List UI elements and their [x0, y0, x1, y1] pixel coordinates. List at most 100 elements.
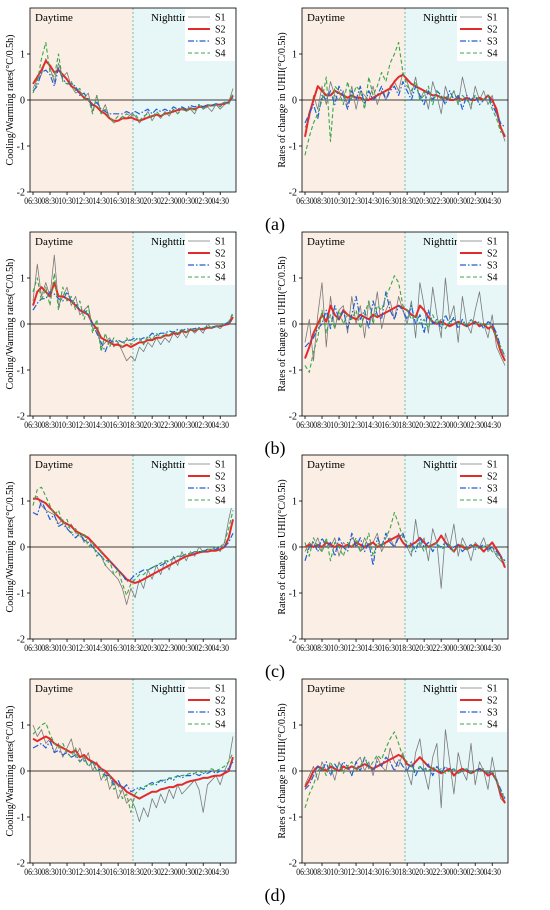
- x-tick-label: 16:30: [381, 643, 399, 653]
- chart-panel-a-right: Daytime Nighttime -2 -1 0 1 06:30 08:30 10:30 12:…: [277, 7, 509, 206]
- y-axis-label: Cooling/Warming rates(°C/0.5h): [5, 482, 16, 613]
- x-tick-label: 00:30: [449, 196, 467, 206]
- series-line-S4: [304, 275, 506, 373]
- y-tick-label: 0: [20, 543, 25, 554]
- legend-label-S2: S2: [215, 25, 226, 36]
- x-tick-label: 04:30: [483, 643, 501, 653]
- y-axis-label: Rates of change in UHII(°C/0.5h): [277, 256, 288, 391]
- y-tick-label: -2: [17, 635, 25, 646]
- x-tick-label: 02:30: [194, 196, 212, 206]
- y-tick-label: -1: [17, 589, 25, 600]
- x-tick-label: 00:30: [177, 196, 195, 206]
- daytime-label: Daytime: [35, 12, 73, 24]
- chart-panel-b-left: Daytime Nighttime -2 -1 0 1 06:30 08:30 10:30 12:…: [5, 231, 237, 430]
- legend-label-S4: S4: [487, 49, 498, 60]
- x-tick-label: 12:30: [347, 196, 365, 206]
- chart-panel-d-left: Daytime Nighttime -2 -1 0 1 06:30 08:30 10:30 12:…: [5, 678, 237, 877]
- x-tick-label: 22:30: [160, 196, 178, 206]
- x-tick-label: 16:30: [381, 867, 399, 877]
- legend-box: [457, 456, 507, 508]
- legend-label-S3: S3: [487, 484, 498, 495]
- y-axis-label: Cooling/Warming rates(°C/0.5h): [5, 35, 16, 166]
- y-tick-label: -2: [289, 859, 297, 870]
- daytime-label: Daytime: [35, 236, 73, 248]
- legend-label-S4: S4: [215, 49, 226, 60]
- x-tick-label: 12:30: [347, 420, 365, 430]
- y-tick-label: 0: [292, 96, 297, 107]
- x-tick-label: 20:30: [143, 643, 161, 653]
- legend-label-S2: S2: [215, 249, 226, 260]
- x-tick-label: 12:30: [75, 420, 93, 430]
- nighttime-label: Nighttime: [151, 459, 196, 471]
- x-tick-label: 22:30: [160, 867, 178, 877]
- x-tick-label: 16:30: [381, 420, 399, 430]
- x-tick-label: 18:30: [126, 867, 144, 877]
- legend-box: [457, 680, 507, 732]
- legend-label-S4: S4: [487, 273, 498, 284]
- chart-panel-c-left: Daytime Nighttime -2 -1 0 1 06:30 08:30 10:30 12:…: [5, 454, 237, 653]
- x-tick-label: 06:30: [296, 420, 314, 430]
- x-tick-label: 20:30: [415, 420, 433, 430]
- series-line-S3: [304, 80, 506, 129]
- x-tick-label: 20:30: [143, 420, 161, 430]
- legend-label-S3: S3: [215, 484, 226, 495]
- y-tick-label: 0: [20, 320, 25, 331]
- x-tick-label: 18:30: [398, 643, 416, 653]
- x-tick-label: 08:30: [313, 420, 331, 430]
- x-tick-label: 02:30: [466, 420, 484, 430]
- x-tick-label: 08:30: [313, 643, 331, 653]
- x-tick-label: 14:30: [364, 867, 382, 877]
- x-tick-label: 12:30: [75, 643, 93, 653]
- legend-label-S2: S2: [487, 25, 498, 36]
- x-tick-label: 22:30: [160, 643, 178, 653]
- x-tick-label: 20:30: [415, 867, 433, 877]
- x-tick-label: 10:30: [58, 196, 76, 206]
- x-tick-label: 00:30: [449, 867, 467, 877]
- y-axis-label: Cooling/Warming rates(°C/0.5h): [5, 259, 16, 390]
- x-tick-label: 08:30: [41, 643, 59, 653]
- nighttime-label: Nighttime: [423, 236, 468, 248]
- y-tick-label: 0: [292, 543, 297, 554]
- x-tick-label: 06:30: [24, 196, 42, 206]
- x-tick-label: 10:30: [58, 867, 76, 877]
- x-tick-label: 00:30: [177, 867, 195, 877]
- legend-box: [185, 456, 235, 508]
- x-tick-label: 20:30: [143, 196, 161, 206]
- series-line-S1: [32, 495, 234, 605]
- row-caption: (b): [265, 438, 286, 459]
- y-tick-label: -2: [17, 188, 25, 199]
- chart-panel-c-right: Daytime Nighttime -2 -1 0 1 06:30 08:30 10:30 12:…: [277, 454, 509, 653]
- x-tick-label: 10:30: [58, 643, 76, 653]
- legend-label-S4: S4: [487, 496, 498, 507]
- x-tick-label: 14:30: [92, 643, 110, 653]
- y-tick-label: -2: [289, 188, 297, 199]
- y-tick-label: 1: [292, 50, 297, 61]
- y-tick-label: 1: [20, 497, 25, 508]
- x-tick-label: 18:30: [126, 420, 144, 430]
- legend-label-S1: S1: [487, 13, 498, 24]
- x-tick-label: 14:30: [92, 420, 110, 430]
- legend-label-S3: S3: [487, 37, 498, 48]
- x-tick-label: 20:30: [415, 196, 433, 206]
- x-tick-label: 06:30: [24, 867, 42, 877]
- series-line-S4: [32, 41, 234, 122]
- x-tick-label: 10:30: [58, 420, 76, 430]
- x-tick-label: 04:30: [211, 196, 229, 206]
- legend-label-S2: S2: [215, 696, 226, 707]
- x-tick-label: 04:30: [483, 420, 501, 430]
- x-tick-label: 04:30: [483, 867, 501, 877]
- x-tick-label: 06:30: [296, 643, 314, 653]
- x-tick-label: 18:30: [126, 643, 144, 653]
- series-line-S4: [32, 272, 234, 353]
- y-tick-label: 0: [20, 96, 25, 107]
- y-tick-label: 0: [20, 767, 25, 778]
- legend-label-S4: S4: [215, 496, 226, 507]
- x-tick-label: 04:30: [211, 420, 229, 430]
- x-tick-label: 20:30: [415, 643, 433, 653]
- x-tick-label: 10:30: [330, 196, 348, 206]
- x-tick-label: 04:30: [211, 867, 229, 877]
- x-tick-label: 08:30: [313, 196, 331, 206]
- y-tick-label: 1: [20, 50, 25, 61]
- series-line-S4: [304, 511, 506, 564]
- y-tick-label: 0: [292, 767, 297, 778]
